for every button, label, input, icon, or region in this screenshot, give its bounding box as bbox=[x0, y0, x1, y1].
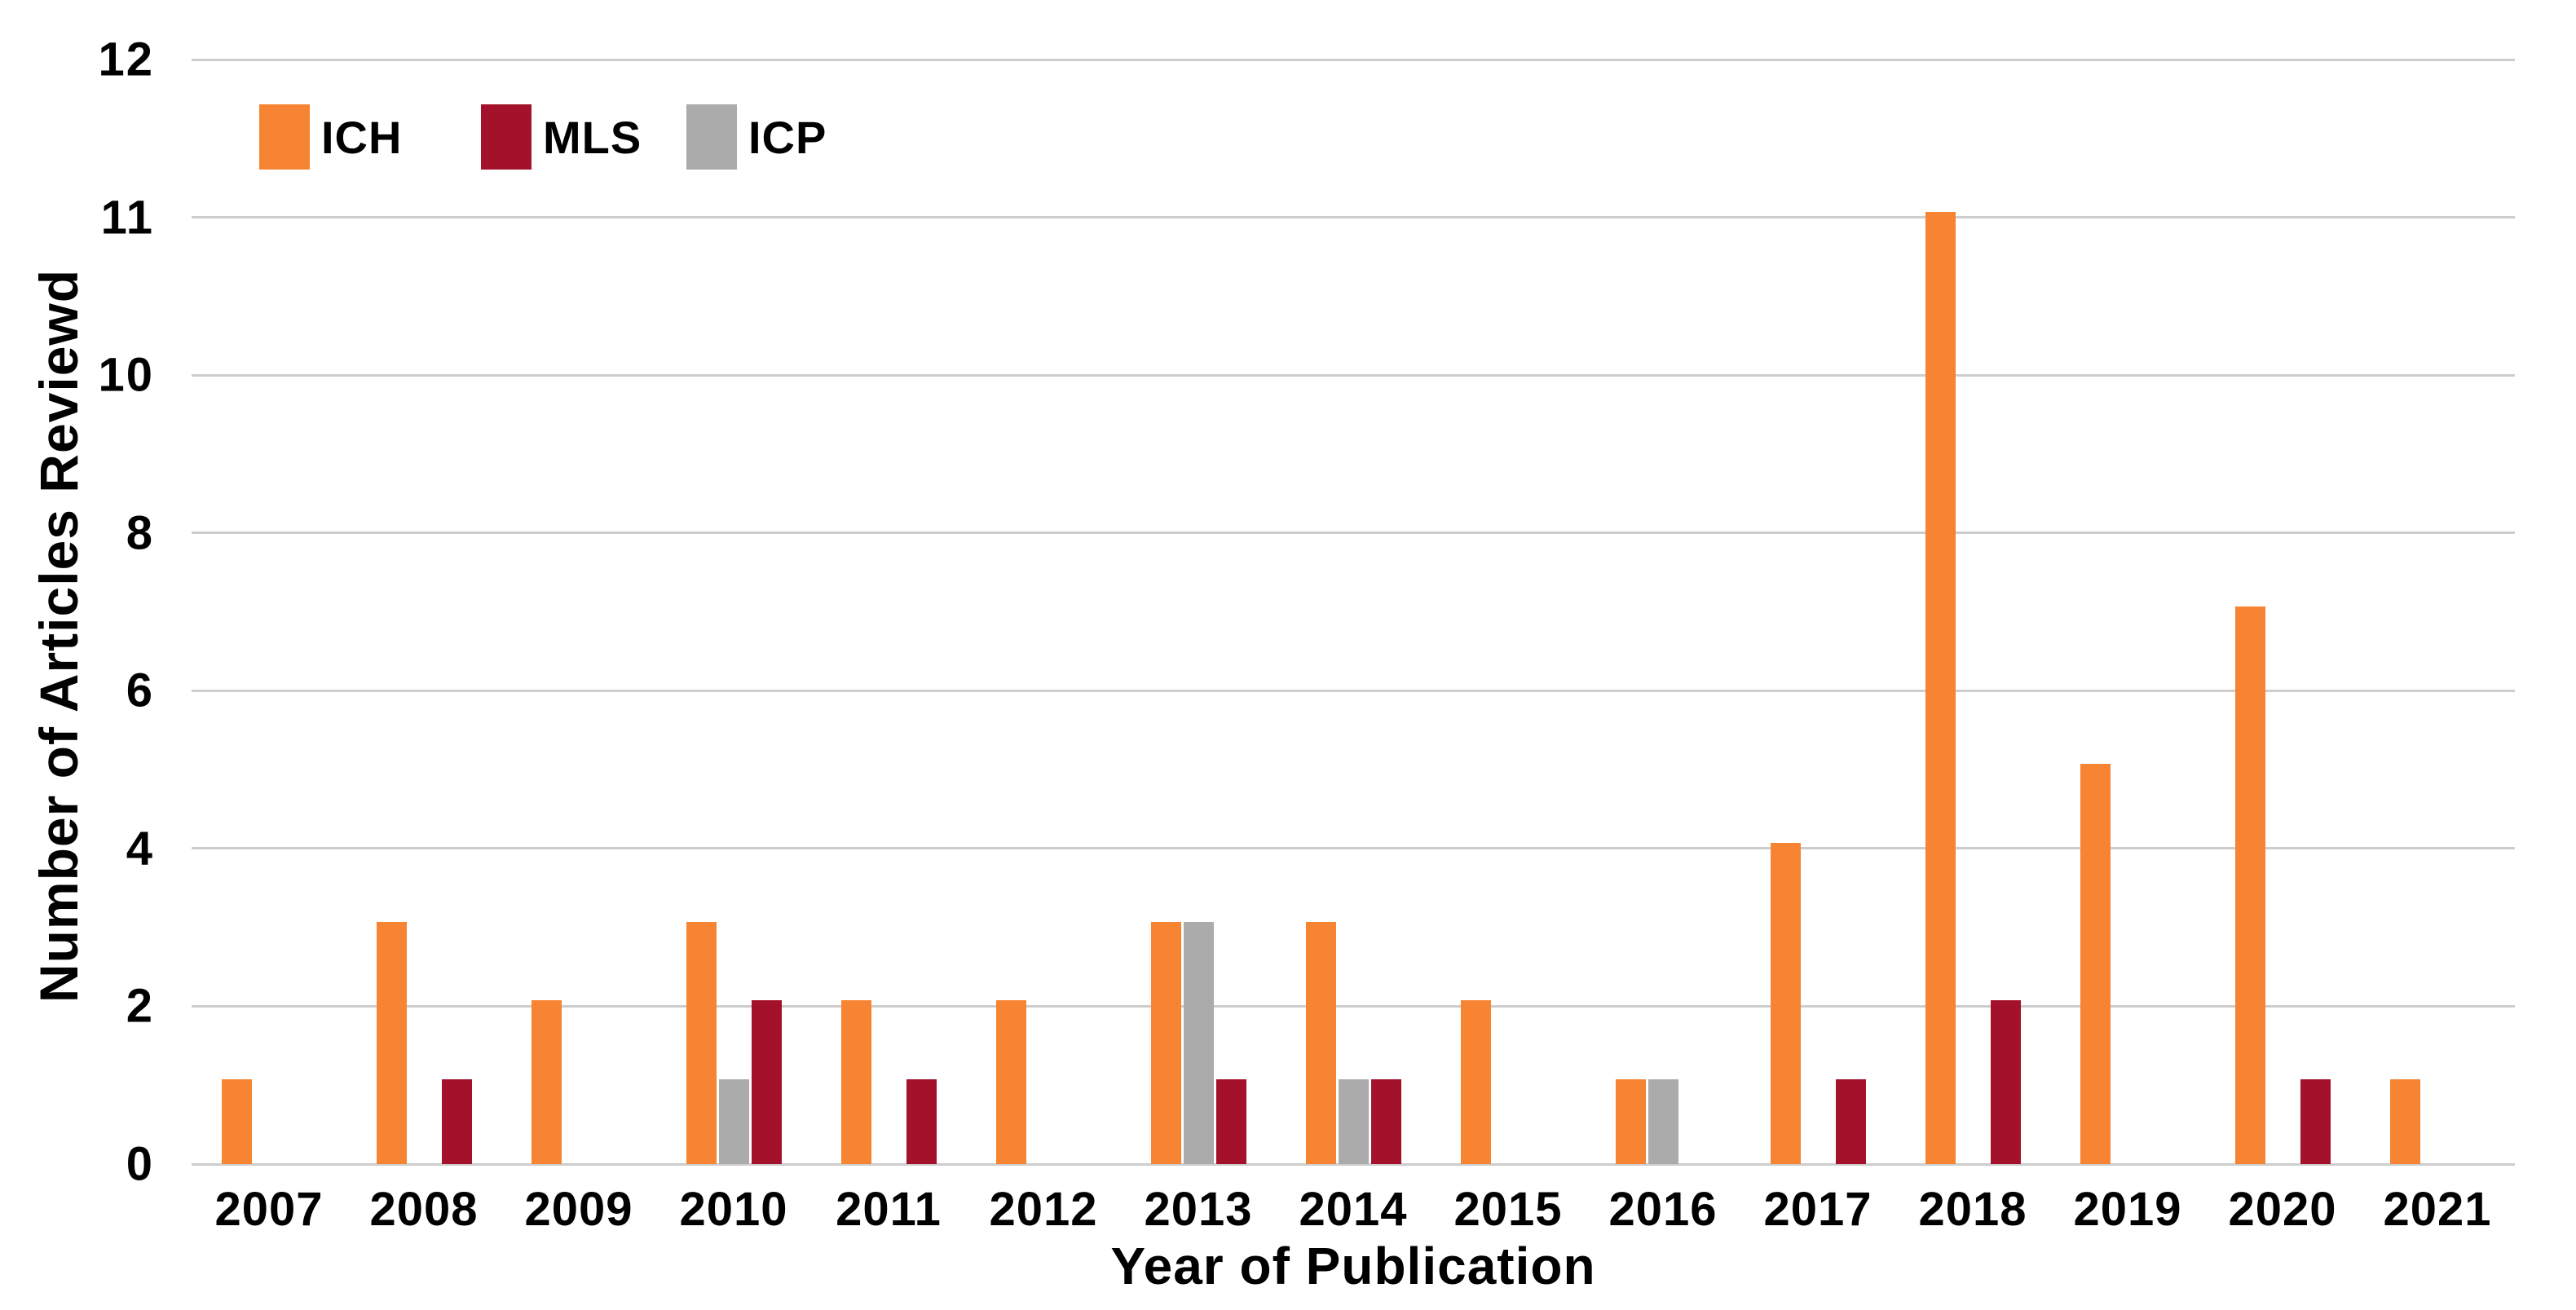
y-tick-label: 8 bbox=[126, 506, 154, 560]
bars-layer: 2007 2008 2009 2010 2011 2012 2013 2014 2015 2016… bbox=[192, 60, 2515, 1236]
legend-swatch-ich bbox=[259, 104, 310, 170]
y-tick-label: 4 bbox=[126, 822, 154, 876]
x-tick-label: 2007 bbox=[214, 1183, 324, 1236]
bar-ich-2021 bbox=[2389, 1079, 2420, 1164]
bar-mls-2018 bbox=[1990, 1000, 2021, 1164]
year-group: 2019 bbox=[2050, 60, 2205, 1236]
x-tick-label: 2016 bbox=[1608, 1183, 1718, 1236]
legend-label: MLS bbox=[543, 111, 642, 163]
legend-swatch-mls bbox=[481, 104, 532, 170]
bar-mls-2014 bbox=[1370, 1079, 1401, 1164]
bar-ich-2019 bbox=[2080, 764, 2111, 1164]
x-tick-label: 2021 bbox=[2383, 1183, 2492, 1236]
bar-ich-2009 bbox=[531, 1000, 562, 1164]
year-group: 2009 bbox=[501, 60, 656, 1236]
bar-ich-2015 bbox=[1460, 1000, 1491, 1164]
year-group: 2016 bbox=[1586, 60, 1740, 1236]
bar-mls-2017 bbox=[1835, 1079, 1866, 1164]
year-group: 2010 bbox=[656, 60, 811, 1236]
x-tick-label: 2009 bbox=[524, 1183, 633, 1236]
bar-ich-2013 bbox=[1150, 921, 1181, 1164]
x-tick-label: 2013 bbox=[1144, 1183, 1253, 1236]
gridline: 4 bbox=[126, 822, 2515, 875]
year-group: 2007 bbox=[192, 60, 346, 1236]
y-tick-label: 10 bbox=[98, 348, 154, 402]
bar-icp-2016 bbox=[1647, 1079, 1678, 1164]
x-tick-label: 2014 bbox=[1299, 1183, 1408, 1236]
x-tick-label: 2012 bbox=[989, 1183, 1098, 1236]
y-tick-label: 2 bbox=[126, 979, 154, 1033]
y-tick-label: 0 bbox=[126, 1137, 154, 1191]
x-tick-label: 2008 bbox=[369, 1183, 479, 1236]
legend-swatch-icp bbox=[686, 104, 737, 170]
y-tick-label: 11 bbox=[100, 191, 154, 245]
bar-ich-2012 bbox=[995, 1000, 1026, 1164]
bar-ich-2007 bbox=[221, 1079, 252, 1164]
year-group: 2021 bbox=[2360, 60, 2515, 1236]
bar-ich-2020 bbox=[2234, 606, 2265, 1164]
x-tick-label: 2017 bbox=[1763, 1183, 1872, 1236]
year-group: 2012 bbox=[966, 60, 1121, 1236]
year-group: 2018 bbox=[1895, 60, 2050, 1236]
legend-item-icp: ICP bbox=[686, 104, 827, 170]
bar-mls-2010 bbox=[751, 1000, 782, 1164]
legend-item-ich: ICH bbox=[259, 104, 402, 170]
gridline: 2 bbox=[126, 980, 2515, 1033]
bar-mls-2020 bbox=[2300, 1079, 2331, 1164]
bar-icp-2013 bbox=[1183, 921, 1214, 1164]
gridline: 10 bbox=[98, 349, 2515, 402]
year-group: 2013 bbox=[1121, 60, 1276, 1236]
x-tick-label: 2020 bbox=[2228, 1183, 2337, 1236]
y-tick-label: 12 bbox=[98, 33, 154, 86]
gridline: 12 bbox=[98, 33, 2515, 86]
bar-icp-2014 bbox=[1338, 1079, 1369, 1164]
bar-mls-2011 bbox=[906, 1079, 937, 1164]
x-tick-label: 2018 bbox=[1918, 1183, 2027, 1236]
year-group: 2020 bbox=[2205, 60, 2360, 1236]
bar-ich-2010 bbox=[686, 921, 717, 1164]
bar-ich-2011 bbox=[840, 1000, 871, 1164]
bar-ich-2008 bbox=[376, 921, 407, 1164]
plot-area: 0 2 4 6 8 10 11 12 2007 2008 2009 2010 2011 2012 2013… bbox=[98, 33, 2515, 1236]
x-tick-label: 2011 bbox=[836, 1183, 942, 1236]
bar-ich-2017 bbox=[1770, 842, 1801, 1164]
year-group: 2017 bbox=[1740, 60, 1895, 1236]
y-tick-label: 6 bbox=[126, 664, 154, 717]
bar-mls-2008 bbox=[441, 1079, 472, 1164]
bar-icp-2010 bbox=[718, 1079, 749, 1164]
gridline: 8 bbox=[126, 506, 2515, 559]
x-tick-label: 2010 bbox=[679, 1183, 788, 1236]
year-group: 2014 bbox=[1276, 60, 1431, 1236]
bar-mls-2013 bbox=[1215, 1079, 1246, 1164]
gridline: 6 bbox=[126, 664, 2515, 717]
bar-ich-2014 bbox=[1305, 921, 1336, 1164]
x-tick-label: 2019 bbox=[2073, 1183, 2182, 1236]
x-axis-title: Year of Publication bbox=[1110, 1237, 1596, 1295]
gridline: 11 bbox=[101, 191, 2515, 244]
year-group: 2015 bbox=[1431, 60, 1586, 1236]
year-group: 2008 bbox=[346, 60, 501, 1236]
y-axis-title: Number of Articles Reviewd bbox=[29, 268, 89, 1003]
gridline: 0 bbox=[126, 1138, 2515, 1191]
x-tick-label: 2015 bbox=[1453, 1183, 1563, 1236]
legend-label: ICH bbox=[321, 111, 403, 163]
legend-label: ICP bbox=[748, 111, 827, 163]
bar-ich-2018 bbox=[1925, 211, 1956, 1164]
legend-item-mls: MLS bbox=[481, 104, 642, 170]
year-group: 2011 bbox=[811, 60, 966, 1236]
bar-ich-2016 bbox=[1615, 1079, 1646, 1164]
